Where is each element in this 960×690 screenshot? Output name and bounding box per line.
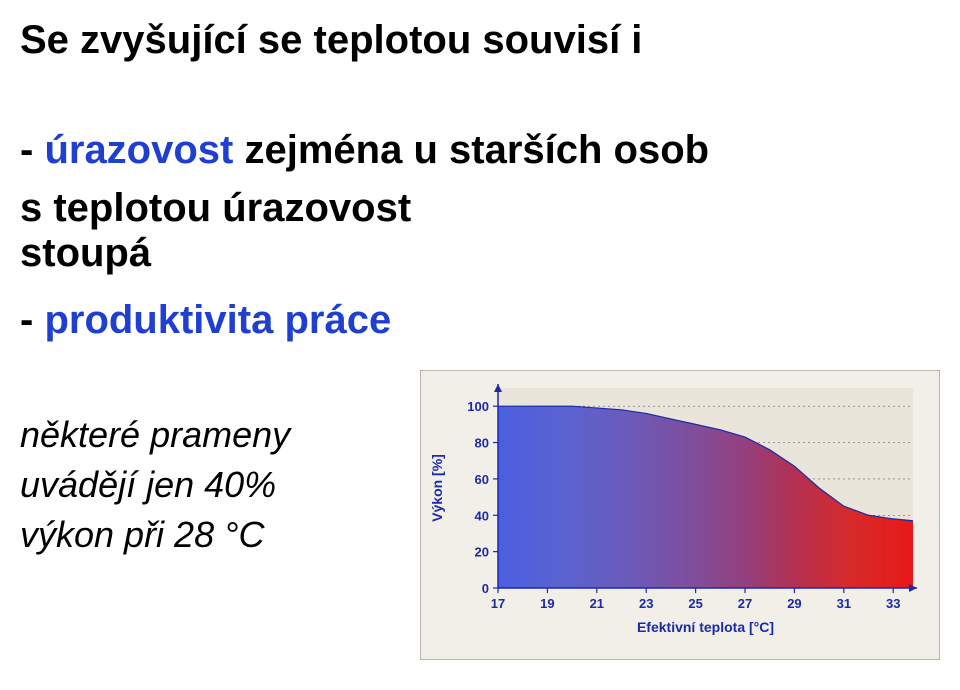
bullet-urazovost-line2: s teplotou úrazovost stoupá <box>20 186 540 276</box>
svg-text:33: 33 <box>886 596 900 611</box>
bullet-urazovost: - úrazovost zejména u starších osob <box>20 128 709 173</box>
bullet-prefix: - <box>20 298 44 342</box>
svg-text:Výkon [%]: Výkon [%] <box>429 454 445 522</box>
svg-text:0: 0 <box>482 581 489 596</box>
svg-text:29: 29 <box>787 596 801 611</box>
svg-text:100: 100 <box>467 399 489 414</box>
headline: Se zvyšující se teplotou souvisí i <box>20 18 642 63</box>
svg-text:20: 20 <box>475 545 489 560</box>
svg-text:31: 31 <box>837 596 851 611</box>
chart-svg: 0 20 40 60 80 100 17 19 21 23 25 27 29 31 33 Efektivní … <box>420 370 940 660</box>
note-line-1: některé prameny <box>20 414 290 456</box>
performance-chart: 0 20 40 60 80 100 17 19 21 23 25 27 29 31 33 Efektivní … <box>420 370 940 660</box>
bullet-prefix: - <box>20 128 44 172</box>
svg-text:21: 21 <box>590 596 604 611</box>
svg-text:27: 27 <box>738 596 752 611</box>
svg-text:23: 23 <box>639 596 653 611</box>
document-page: Se zvyšující se teplotou souvisí i - úra… <box>0 0 960 690</box>
svg-text:19: 19 <box>540 596 554 611</box>
note-line-3: výkon při 28 °C <box>20 514 265 556</box>
bullet-rest: zejména u starších osob <box>233 128 709 172</box>
svg-text:40: 40 <box>475 508 489 523</box>
svg-text:25: 25 <box>688 596 702 611</box>
bullet-produktivita: - produktivita práce <box>20 298 391 343</box>
svg-text:60: 60 <box>475 472 489 487</box>
svg-text:17: 17 <box>491 596 505 611</box>
svg-text:Efektivní teplota [°C]: Efektivní teplota [°C] <box>637 619 774 635</box>
bullet-keyword-urazovost: úrazovost <box>44 128 233 172</box>
note-line-2: uvádějí jen 40% <box>20 464 276 506</box>
svg-text:80: 80 <box>475 436 489 451</box>
bullet-keyword-produktivita: produktivita práce <box>44 298 391 342</box>
